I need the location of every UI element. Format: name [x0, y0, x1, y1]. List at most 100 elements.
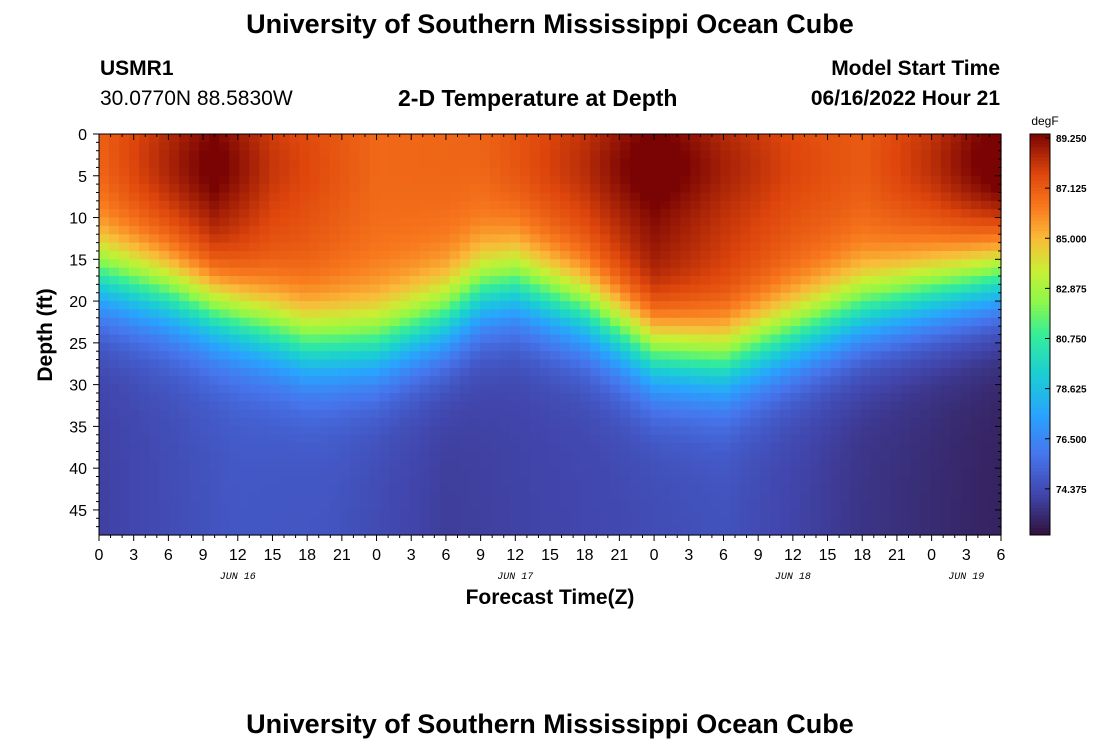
heatmap-cell	[680, 484, 691, 494]
heatmap-cell	[109, 509, 120, 519]
heatmap-cell	[790, 250, 802, 260]
heatmap-cell	[439, 468, 451, 478]
heatmap-cell	[519, 276, 531, 285]
heatmap-cell	[149, 518, 160, 528]
heatmap-cell	[630, 292, 641, 302]
heatmap-cell	[189, 501, 200, 511]
heatmap-cell	[700, 317, 711, 327]
heatmap-cell	[469, 301, 481, 311]
heatmap-cell	[189, 384, 200, 394]
heatmap-cell	[690, 476, 701, 486]
heatmap-cell	[830, 409, 842, 419]
heatmap-cell	[249, 301, 260, 311]
heatmap-cell	[189, 367, 200, 377]
heatmap-cell	[950, 259, 962, 269]
heatmap-cell	[249, 167, 260, 177]
heatmap-cell	[489, 468, 501, 478]
heatmap-cell	[269, 225, 280, 235]
colorbar-segment	[1030, 324, 1050, 329]
heatmap-cell	[940, 225, 952, 235]
heatmap-cell	[499, 418, 511, 427]
heatmap-cell	[890, 418, 902, 427]
heatmap-cell	[519, 401, 531, 411]
heatmap-cell	[119, 376, 130, 386]
heatmap-cell	[259, 409, 270, 419]
heatmap-cell	[670, 392, 681, 402]
heatmap-cell	[359, 159, 371, 169]
colorbar-segment	[1030, 431, 1050, 436]
heatmap-cell	[179, 451, 190, 461]
heatmap-cell	[570, 401, 581, 411]
heatmap-cell	[810, 134, 822, 143]
heatmap-cell	[409, 217, 421, 227]
heatmap-cell	[700, 367, 711, 377]
heatmap-cell	[980, 434, 992, 444]
heatmap-cell	[860, 209, 872, 219]
heatmap-cell	[329, 175, 341, 185]
heatmap-cell	[239, 134, 250, 143]
heatmap-cell	[489, 309, 501, 319]
heatmap-cell	[439, 334, 451, 344]
heatmap-cell	[840, 493, 852, 503]
heatmap-cell	[529, 225, 541, 235]
heatmap-cell	[459, 409, 471, 419]
heatmap-cell	[289, 276, 301, 285]
heatmap-cell	[790, 493, 802, 503]
heatmap-cell	[570, 267, 581, 277]
heatmap-cell	[670, 468, 681, 478]
heatmap-cell	[309, 317, 321, 327]
heatmap-cell	[499, 526, 511, 536]
heatmap-cell	[560, 276, 571, 285]
heatmap-cell	[900, 276, 912, 285]
heatmap-cell	[770, 309, 782, 319]
heatmap-cell	[600, 250, 611, 260]
x-axis: 0 3 6 9 12 15 18 21 0 3 6 9 12 15 18 21 0 3 6 9 12 15 18 21 0 3 6J…	[95, 134, 1006, 583]
heatmap-cell	[239, 259, 250, 269]
heatmap-cell	[469, 209, 481, 219]
heatmap-cell	[269, 493, 280, 503]
heatmap-cell	[369, 234, 381, 244]
heatmap-cell	[760, 234, 772, 244]
heatmap-cell	[590, 409, 601, 419]
heatmap-cell	[780, 434, 792, 444]
heatmap-cell	[880, 451, 892, 461]
heatmap-cell	[910, 167, 922, 177]
heatmap-cell	[409, 376, 421, 386]
heatmap-cell	[519, 301, 531, 311]
heatmap-cell	[359, 175, 371, 185]
heatmap-cell	[920, 501, 932, 511]
heatmap-cell	[890, 493, 902, 503]
heatmap-cell	[469, 142, 481, 152]
heatmap-cell	[449, 267, 461, 277]
heatmap-cell	[850, 509, 862, 519]
colorbar-segment	[1030, 257, 1050, 262]
heatmap-cell	[519, 526, 531, 536]
heatmap-cell	[509, 217, 521, 227]
heatmap-cell	[990, 384, 1002, 394]
colorbar-segment	[1030, 361, 1050, 366]
heatmap-cell	[239, 142, 250, 152]
heatmap-cell	[149, 234, 160, 244]
heatmap-cell	[650, 326, 661, 336]
heatmap-cell	[710, 509, 721, 519]
heatmap-cell	[119, 301, 130, 311]
heatmap-cell	[239, 401, 250, 411]
heatmap-cell	[680, 317, 691, 327]
heatmap-cell	[580, 334, 591, 344]
heatmap-cell	[970, 175, 982, 185]
heatmap-cell	[930, 217, 942, 227]
colorbar-segment	[1030, 491, 1050, 496]
colorbar-segment	[1030, 317, 1050, 322]
heatmap-cell	[209, 376, 220, 386]
x-tick-label: 3	[684, 547, 693, 564]
heatmap-cell	[139, 225, 150, 235]
heatmap-cell	[159, 376, 170, 386]
heatmap-cell	[580, 301, 591, 311]
heatmap-cell	[519, 284, 531, 294]
heatmap-cell	[109, 184, 120, 194]
heatmap-cell	[139, 150, 150, 160]
heatmap-cell	[419, 526, 431, 536]
heatmap-cell	[840, 401, 852, 411]
heatmap-cell	[990, 267, 1002, 277]
heatmap-cell	[469, 384, 481, 394]
